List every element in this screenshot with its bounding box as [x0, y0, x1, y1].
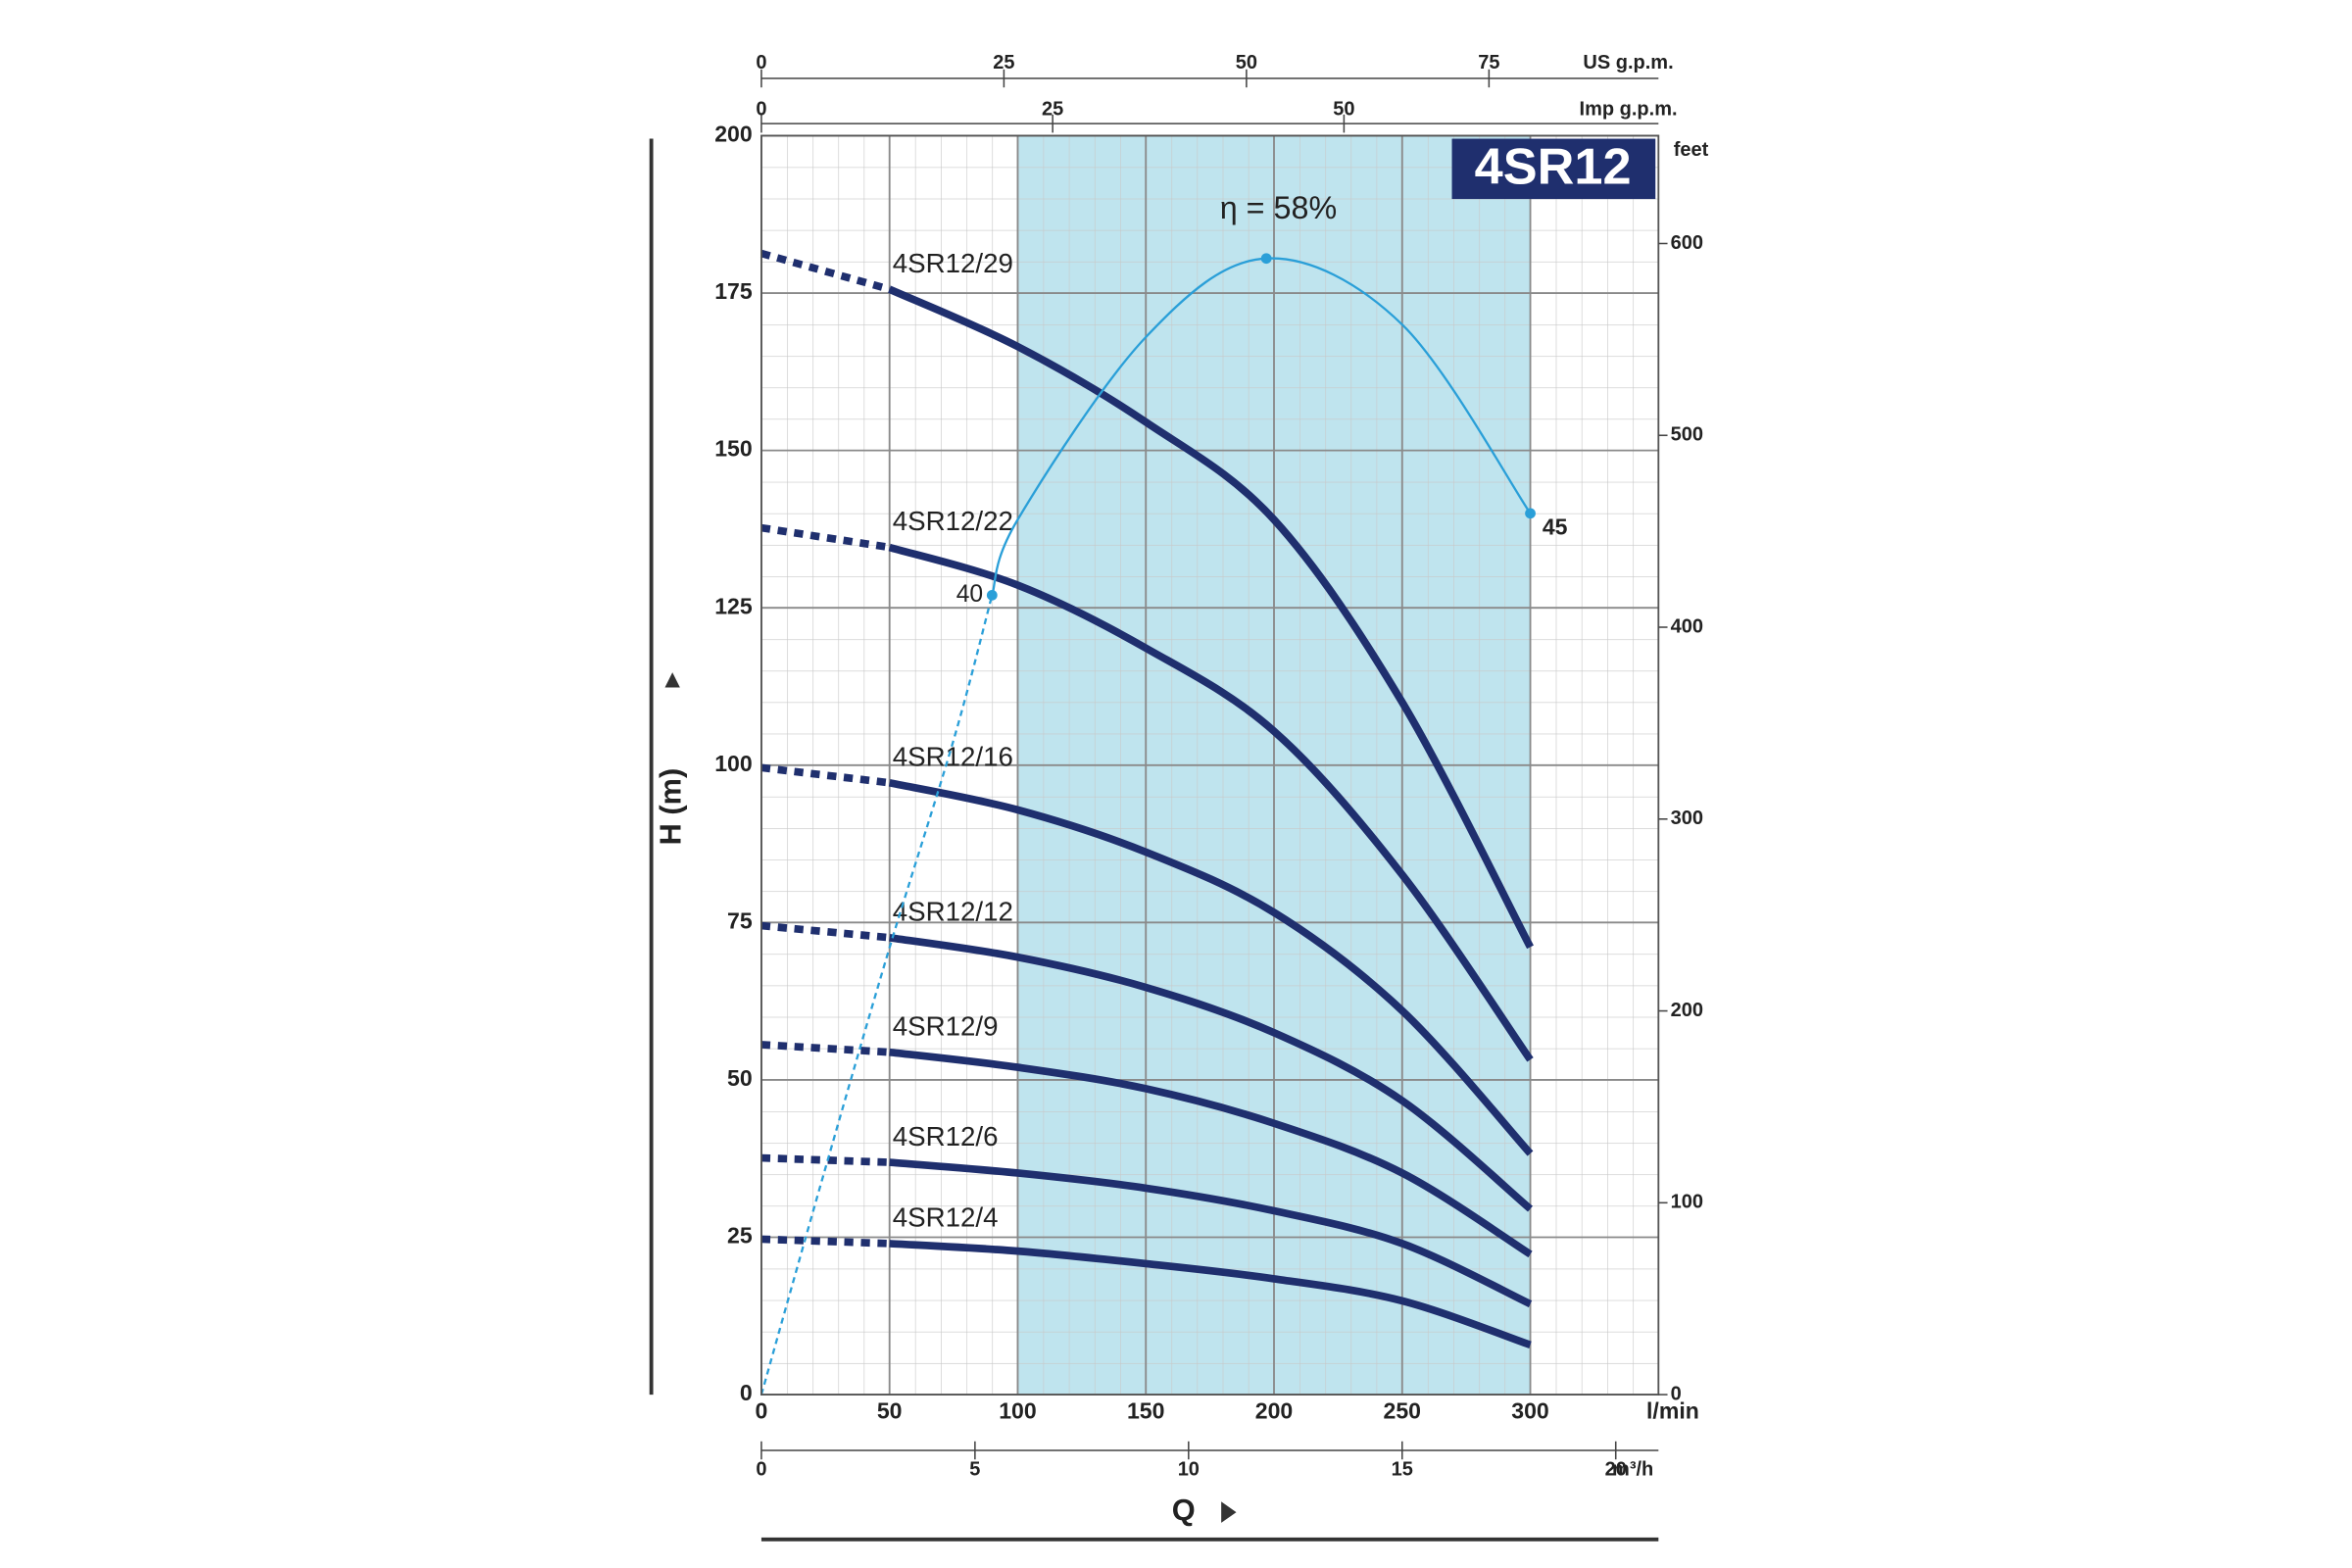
series-label: 4SR12/22 [893, 506, 1013, 536]
x-tick-label: 150 [1127, 1398, 1164, 1424]
x-tick-label: 250 [1384, 1398, 1421, 1424]
secondary-axis-label: Imp g.p.m. [1580, 99, 1678, 121]
secondary-tick-label: 10 [1178, 1458, 1200, 1480]
secondary-tick-label: 400 [1671, 615, 1703, 637]
secondary-tick-label: 300 [1671, 808, 1703, 829]
y-arrow [664, 672, 680, 688]
pump-curve [760, 1235, 890, 1248]
secondary-axis-label: m³/h [1612, 1458, 1653, 1480]
pump-curve [760, 1041, 890, 1056]
pump-curve [760, 523, 891, 552]
secondary-tick-label: 500 [1671, 424, 1703, 446]
secondary-tick-label: 50 [1333, 99, 1354, 121]
x-tick-label: 0 [756, 1398, 768, 1424]
badge-box [1451, 138, 1656, 200]
pump-curve [889, 1240, 1532, 1348]
efficiency-label: 45 [1543, 514, 1568, 539]
secondary-tick-label: 5 [969, 1458, 980, 1480]
plot-background [760, 134, 1659, 1396]
x-tick-label: 300 [1511, 1398, 1548, 1424]
efficiency-curve [760, 595, 994, 1396]
y-tick-label: 125 [714, 593, 753, 618]
secondary-tick-label: 100 [1671, 1192, 1703, 1213]
pump-curve [888, 778, 1534, 1156]
plot-layer: 4SR12/294SR12/224SR12/164SR12/124SR12/94… [760, 190, 1568, 1396]
badge: 4SR12 [1475, 139, 1632, 196]
pump-curve [760, 1153, 890, 1166]
secondary-tick-label: 25 [1042, 99, 1063, 121]
efficiency-label: η = 58% [1220, 190, 1337, 225]
efficiency-point [986, 589, 998, 601]
series-label: 4SR12/9 [893, 1010, 999, 1041]
y-tick-label: 200 [714, 122, 752, 147]
series-label: 4SR12/29 [893, 248, 1013, 278]
pump-curve [889, 1158, 1533, 1308]
secondary-tick-label: 0 [756, 52, 766, 74]
secondary-tick-label: 600 [1671, 232, 1703, 254]
x-axis-label: Q [1172, 1493, 1196, 1527]
efficiency-curve [991, 257, 1532, 596]
secondary-tick-label: 20 [1605, 1458, 1627, 1480]
y-tick-label: 75 [727, 907, 753, 933]
y-tick-label: 150 [714, 436, 752, 462]
pump-curve [889, 933, 1534, 1212]
secondary-axis-label: feet [1674, 139, 1709, 161]
y-tick-label: 175 [714, 278, 753, 304]
y-axis-label: H (m) [653, 768, 687, 846]
x-tick-label: 100 [999, 1398, 1036, 1424]
plot-frame [760, 134, 1660, 1396]
secondary-tick-label: 0 [756, 1458, 766, 1480]
secondary-tick-label: 25 [993, 52, 1014, 74]
secondary-tick-label: 50 [1236, 52, 1257, 74]
pump-curve [760, 249, 891, 293]
secondary-tick-label: 75 [1478, 52, 1499, 74]
y-tick-label: 100 [714, 751, 752, 776]
series-label: 4SR12/4 [893, 1202, 999, 1233]
pump-curve [889, 1048, 1533, 1258]
efficiency-label: 40 [956, 581, 983, 608]
secondary-tick-label: 200 [1671, 1000, 1703, 1021]
secondary-axis-label: US g.p.m. [1583, 52, 1673, 74]
pump-curve [760, 921, 891, 942]
series-label: 4SR12/6 [893, 1121, 999, 1152]
efficiency-point [1260, 253, 1272, 265]
secondary-tick-label: 0 [756, 99, 766, 121]
x-tick-label: 200 [1255, 1398, 1293, 1424]
series-label: 4SR12/12 [893, 896, 1013, 926]
secondary-tick-label: 0 [1671, 1383, 1682, 1404]
x-tick-label: 50 [877, 1398, 903, 1424]
pump-curve [760, 763, 891, 787]
pump-curve [888, 543, 1534, 1062]
pump-curve [888, 285, 1534, 950]
efficiency-point [1525, 508, 1536, 519]
y-tick-label: 0 [740, 1380, 753, 1405]
y-tick-label: 25 [727, 1223, 753, 1249]
secondary-tick-label: 15 [1392, 1458, 1413, 1480]
x-unit: l/min [1646, 1398, 1699, 1424]
y-tick-label: 50 [727, 1065, 753, 1091]
x-arrow [1221, 1501, 1237, 1523]
